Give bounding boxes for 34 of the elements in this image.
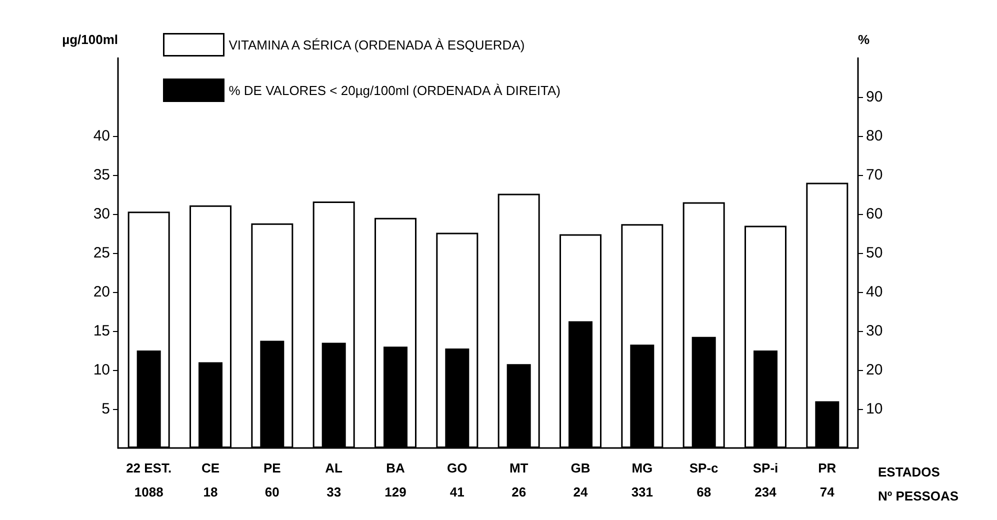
y2-tick-label: 50 (866, 244, 883, 262)
x-tick-label: GB 24 (570, 460, 590, 500)
y2-tick-label: 80 (866, 128, 883, 144)
y-tick-label: 30 (93, 206, 110, 222)
legend-label: VITAMINA A SÉRICA (ORDENADA À ESQUERDA) (228, 37, 525, 52)
x-tick-label: MG 331 (631, 460, 654, 500)
y-tick-label: 10 (93, 362, 110, 378)
x-tick-label: MT 26 (509, 460, 528, 500)
y-axis-title: µg/100ml (62, 32, 118, 47)
x-tick-label: PE 60 (263, 460, 282, 500)
y-tick-label: 5 (102, 400, 110, 418)
y2-tick-label: 40 (866, 284, 883, 300)
x-axis-title: ESTADOS Nº PESSOAS (878, 464, 959, 504)
y2-axis-title: % (858, 32, 870, 47)
y2-tick-label: 20 (866, 362, 883, 378)
y2-tick-label: 70 (866, 166, 883, 184)
y2-tick-label: 60 (866, 206, 883, 222)
x-tick-label: 22 EST. 1088 (126, 460, 172, 500)
x-tick-label: GO 41 (447, 460, 468, 500)
x-tick-label: BA 129 (384, 460, 406, 500)
legend-label: % DE VALORES < 20µg/100ml (ORDENADA À DIREITA) (228, 82, 560, 98)
x-tick-label: AL 33 (325, 460, 343, 500)
y2-tick-label: 10 (866, 400, 883, 418)
x-tick-label: CE 18 (201, 460, 220, 500)
x-tick-label: SP-c 68 (689, 460, 718, 500)
y-tick-label: 25 (93, 244, 110, 262)
y-tick-label: 15 (93, 322, 110, 340)
y-tick-label: 40 (93, 128, 110, 144)
y-tick-label: 20 (93, 284, 110, 300)
x-tick-label: SP-i 234 (752, 460, 778, 500)
x-tick-label: PR 74 (818, 460, 837, 500)
y2-tick-label: 30 (866, 322, 883, 340)
y2-tick-label: 90 (866, 88, 883, 106)
y-tick-label: 35 (93, 166, 110, 184)
